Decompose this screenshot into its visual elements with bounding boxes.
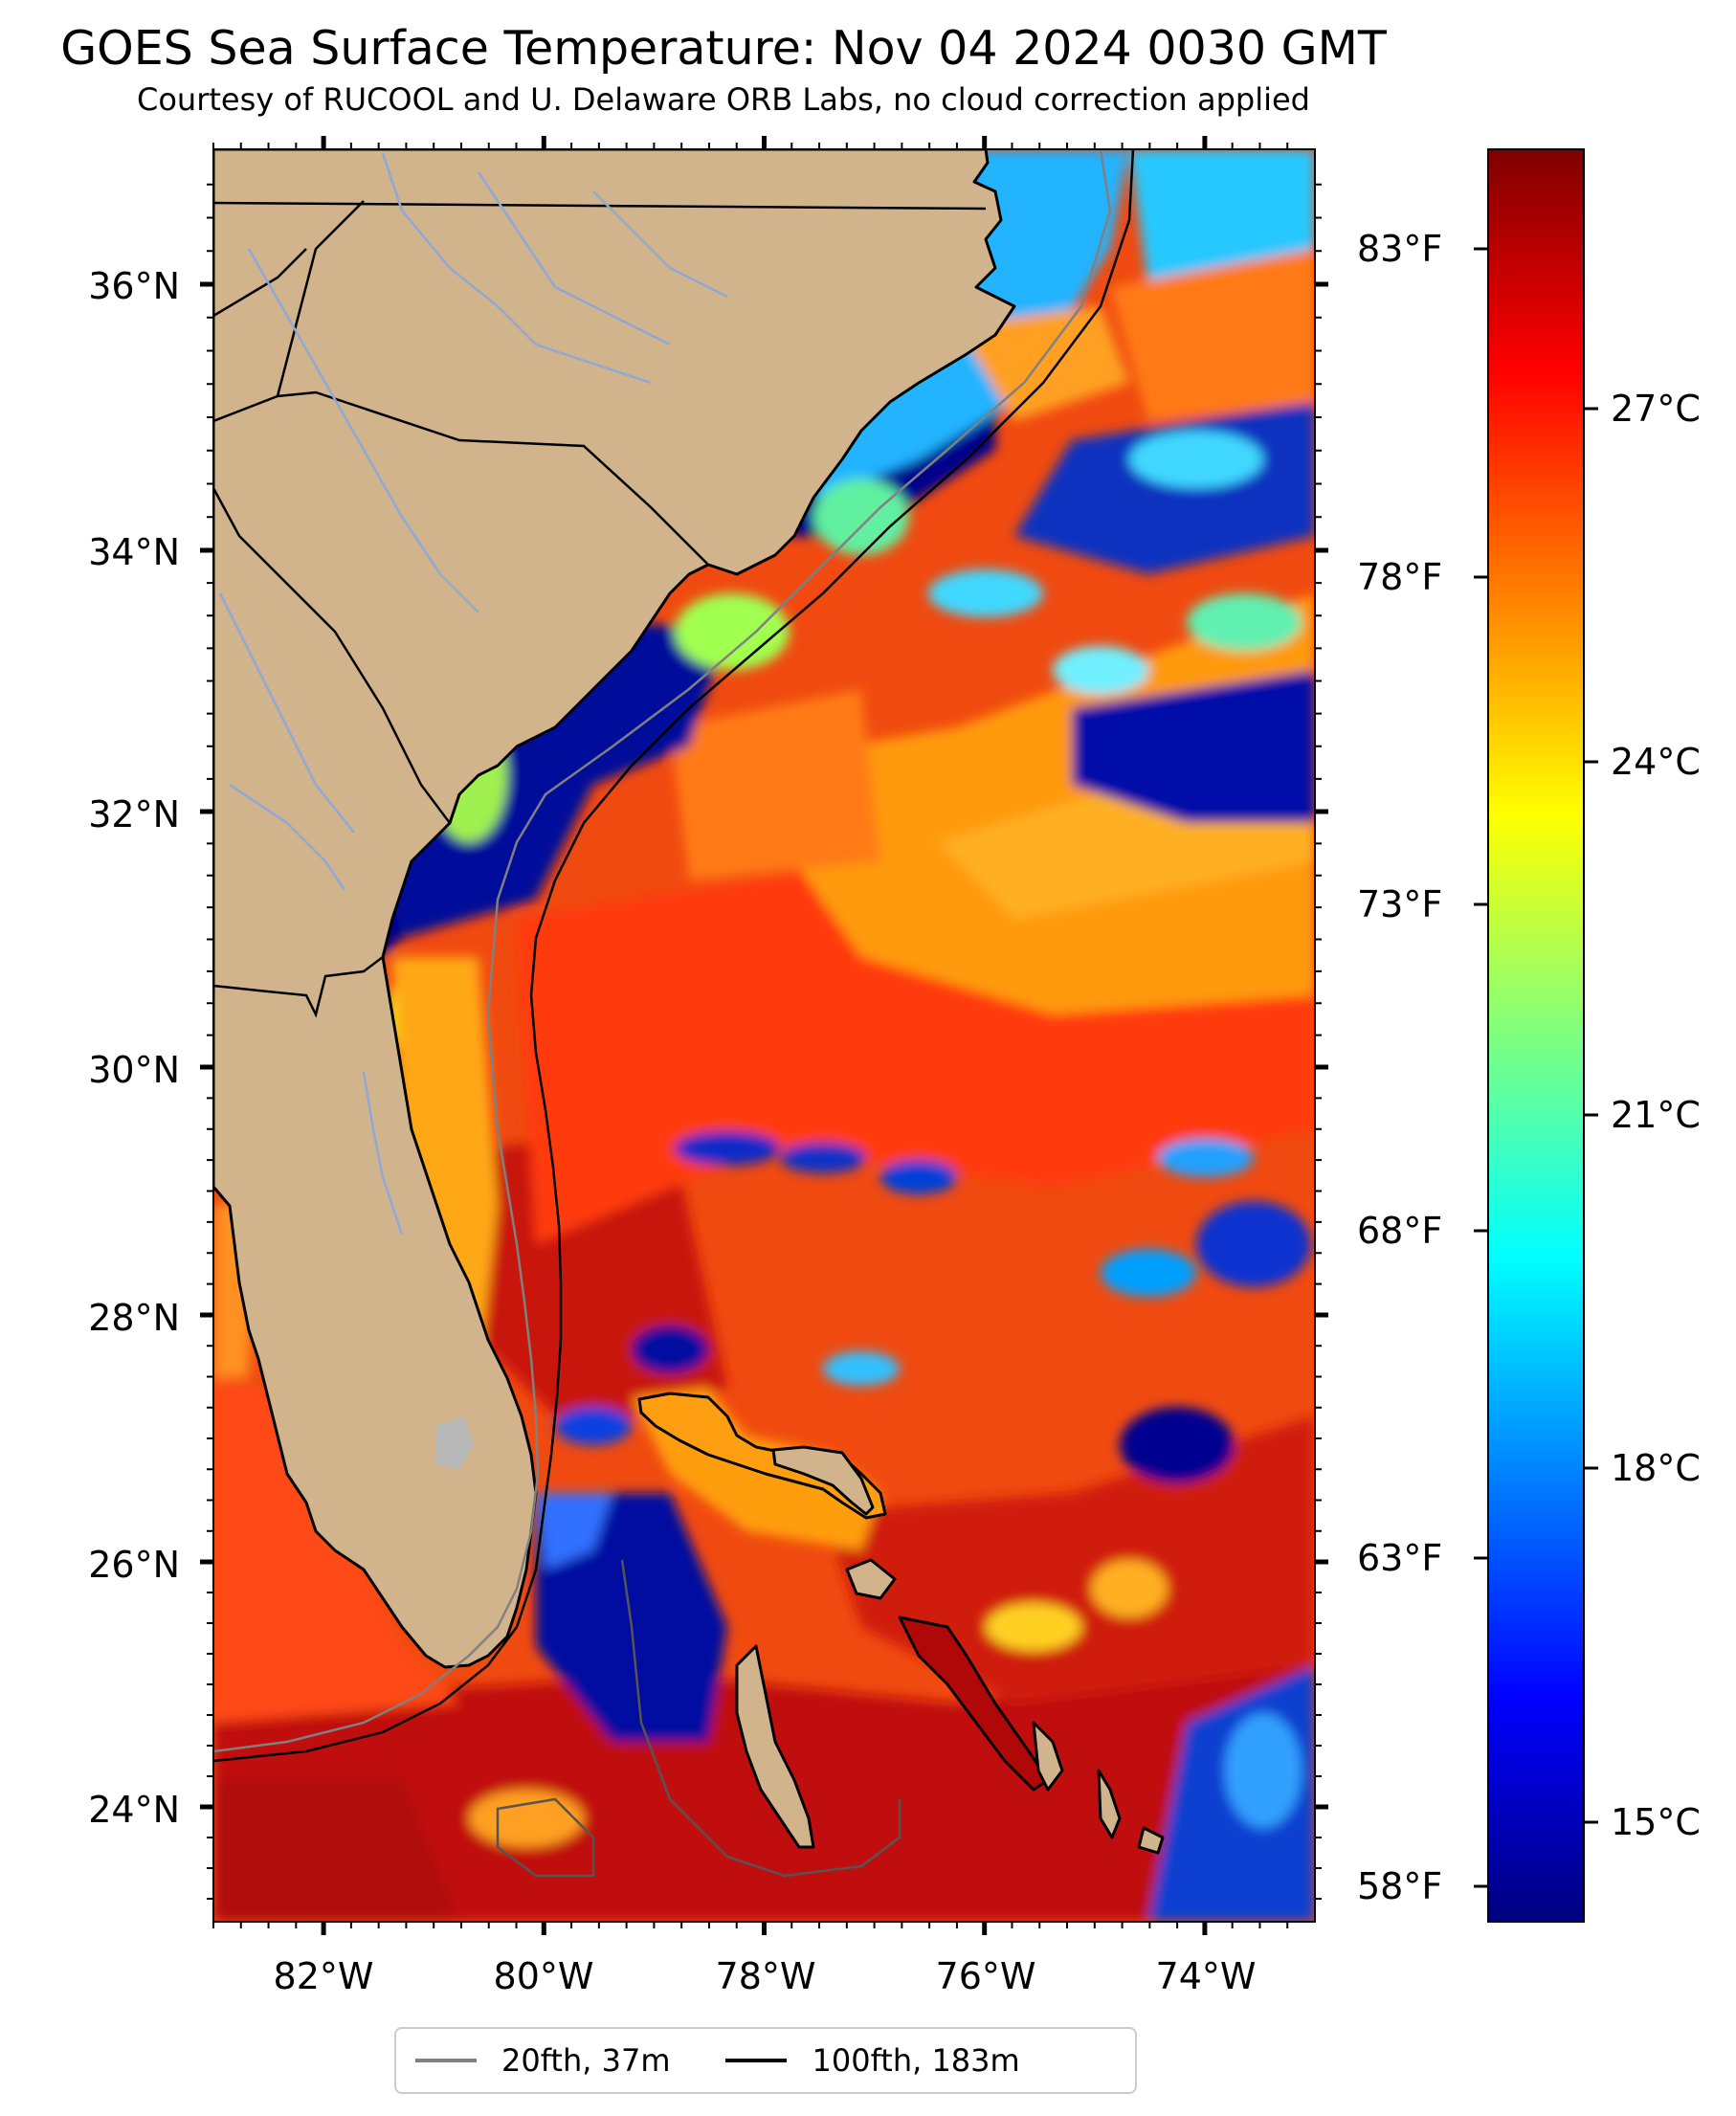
fahrenheit-label-73: 73°F [1357, 883, 1442, 925]
legend-label-20fth: 20fth, 37m [501, 2042, 671, 2079]
lat-label-26n: 26°N [88, 1544, 180, 1586]
lon-label-78w: 78°W [716, 1955, 816, 1997]
celsius-label-15: 15°C [1611, 1801, 1701, 1843]
land [213, 149, 1165, 1855]
latitude-labels: 24°N 26°N 28°N 30°N 32°N 34°N 36°N [88, 265, 180, 1831]
lat-label-34n: 34°N [88, 531, 180, 573]
lon-label-74w: 74°W [1156, 1955, 1257, 1997]
isobath-20fth-line [213, 149, 1112, 1753]
colorbar-celsius-ticks [1584, 407, 1598, 1824]
cay-sal-bank-edge [496, 1797, 595, 1878]
legend-item-100fth: 100fth, 183m [725, 2042, 1020, 2079]
colorbar [1487, 148, 1585, 1923]
lat-label-32n: 32°N [88, 793, 180, 835]
fahrenheit-label-63: 63°F [1357, 1537, 1442, 1579]
celsius-label-21: 21°C [1611, 1094, 1701, 1136]
fahrenheit-label-78: 78°F [1357, 556, 1442, 598]
celsius-label-18: 18°C [1611, 1447, 1701, 1489]
map-ticks [200, 136, 1328, 1935]
lat-label-30n: 30°N [88, 1049, 180, 1091]
isobath-legend: 20fth, 37m 100fth, 183m [394, 2027, 1137, 2094]
isobath-100fth-line [213, 149, 1135, 1763]
map-title: GOES Sea Surface Temperature: Nov 04 202… [60, 21, 1387, 76]
rivers [218, 152, 728, 1236]
fahrenheit-label-83: 83°F [1357, 228, 1442, 270]
celsius-label-27: 27°C [1611, 388, 1701, 430]
colorbar-fahrenheit-ticks [1474, 247, 1488, 1888]
lat-label-28n: 28°N [88, 1297, 180, 1339]
legend-swatch-100fth [725, 2059, 788, 2062]
lon-label-76w: 76°W [936, 1955, 1036, 1997]
fahrenheit-label-58: 58°F [1357, 1865, 1442, 1907]
legend-swatch-20fth [415, 2059, 477, 2062]
colorbar-fahrenheit-labels: 58°F 63°F 68°F 73°F 78°F 83°F [1357, 228, 1442, 1907]
map-plot-area [213, 149, 1315, 1922]
colorbar-celsius-labels: 15°C 18°C 21°C 24°C 27°C [1611, 388, 1701, 1843]
bahamas-bank-edge [620, 1559, 901, 1878]
map-subtitle: Courtesy of RUCOOL and U. Delaware ORB L… [137, 81, 1310, 118]
legend-item-20fth: 20fth, 37m [415, 2042, 670, 2079]
lake-okeechobee [435, 1416, 474, 1469]
lat-label-36n: 36°N [88, 265, 180, 307]
lon-label-82w: 82°W [274, 1955, 374, 1997]
lat-label-24n: 24°N [88, 1789, 180, 1831]
fahrenheit-label-68: 68°F [1357, 1210, 1442, 1252]
state-borders [213, 200, 987, 1018]
celsius-label-24: 24°C [1611, 741, 1701, 783]
legend-label-100fth: 100fth, 183m [812, 2042, 1020, 2079]
lon-label-80w: 80°W [494, 1955, 594, 1997]
longitude-labels: 82°W 80°W 78°W 76°W 74°W [274, 1955, 1257, 1997]
